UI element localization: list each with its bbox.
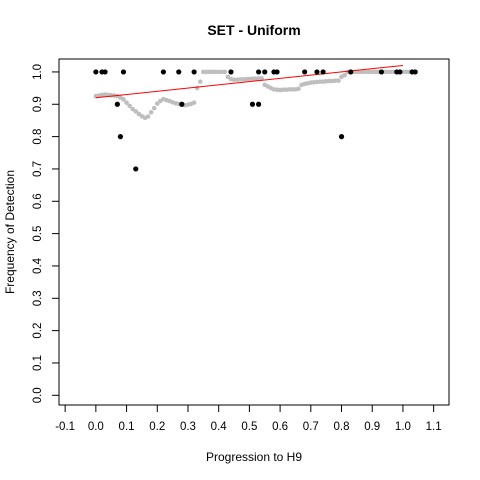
- x-tick-label: 0.7: [303, 421, 319, 433]
- observed-point: [412, 69, 418, 75]
- x-axis-label: Progression to H9: [206, 450, 302, 464]
- x-tick-label: 1.0: [395, 421, 411, 433]
- x-tick-label: 0.8: [334, 421, 350, 433]
- y-tick-label: 0.9: [32, 96, 44, 112]
- y-tick-label: 0.3: [32, 290, 44, 306]
- observed-point: [176, 69, 182, 75]
- y-axis: 0.0 0.1 0.2 0.3 0.4 0.5 0.6 0.7 0.8 0.9 1.0: [32, 64, 59, 403]
- smoothed-point: [342, 72, 347, 78]
- x-tick-label: 0.1: [119, 421, 135, 433]
- smoothed-point: [259, 76, 264, 81]
- observed-point: [102, 69, 108, 75]
- observed-point: [179, 101, 185, 107]
- y-tick-label: 0.8: [32, 129, 44, 145]
- smoothed-point: [151, 105, 157, 111]
- observed-point: [114, 101, 120, 107]
- observed-point: [256, 101, 262, 107]
- observed-point: [320, 69, 326, 75]
- fit-line: [95, 64, 403, 99]
- smoothed-points: [93, 69, 415, 121]
- observed-points: [93, 69, 418, 172]
- observed-point: [338, 134, 345, 140]
- x-tick-label: 0.9: [364, 421, 380, 433]
- plot-frame: [58, 58, 450, 406]
- y-tick-label: 0.6: [32, 193, 44, 209]
- observed-point: [378, 69, 385, 75]
- observed-point: [274, 69, 280, 75]
- x-tick-label: -0.1: [55, 421, 75, 433]
- y-tick-label: 0.4: [32, 257, 44, 274]
- smoothed-point: [154, 101, 160, 106]
- observed-point: [120, 69, 127, 75]
- smoothed-point: [124, 100, 129, 105]
- observed-point: [249, 101, 256, 107]
- y-tick-label: 0.1: [32, 355, 44, 371]
- observed-point: [117, 134, 124, 140]
- observed-point: [191, 69, 197, 75]
- observed-point: [397, 69, 403, 75]
- observed-point: [314, 69, 320, 75]
- smoothed-point: [197, 79, 203, 84]
- y-tick-label: 0.7: [32, 161, 44, 177]
- fit-line-segment: [95, 64, 403, 99]
- smoothed-point: [133, 109, 139, 114]
- chart-title: SET - Uniform: [207, 22, 300, 38]
- observed-point: [302, 69, 308, 75]
- smoothed-point: [191, 100, 197, 105]
- observed-point: [228, 69, 234, 75]
- observed-point: [93, 69, 99, 75]
- x-tick-label: 0.6: [272, 421, 288, 433]
- smoothed-point: [296, 86, 301, 92]
- observed-point: [262, 69, 268, 75]
- x-axis: -0.1 0.0 0.1 0.2 0.3 0.4 0.5 0.6 0.7 0.8 0.9 1.0 1.1: [55, 405, 442, 433]
- observed-point: [348, 69, 354, 75]
- y-tick-label: 1.0: [32, 64, 44, 80]
- observed-point: [133, 166, 139, 172]
- smoothed-point: [148, 110, 154, 115]
- x-tick-label: 0.5: [241, 421, 257, 433]
- smoothed-point: [336, 78, 341, 83]
- x-tick-label: 0.4: [211, 421, 228, 433]
- y-axis-label: Frequency of Detection: [3, 170, 17, 294]
- y-tick-label: 0.2: [32, 323, 44, 339]
- observed-point: [256, 69, 262, 75]
- y-tick-label: 0.5: [32, 226, 44, 242]
- x-tick-label: 0.3: [180, 421, 196, 433]
- y-tick-label: 0.0: [32, 387, 44, 403]
- x-tick-label: 1.1: [426, 421, 442, 433]
- x-tick-label: 0.2: [149, 421, 165, 433]
- smoothed-point: [222, 69, 228, 75]
- smoothed-point: [127, 103, 132, 109]
- observed-point: [160, 69, 167, 75]
- x-tick-label: 0.0: [88, 421, 104, 433]
- smoothed-point: [145, 114, 151, 119]
- smoothed-point: [121, 97, 126, 102]
